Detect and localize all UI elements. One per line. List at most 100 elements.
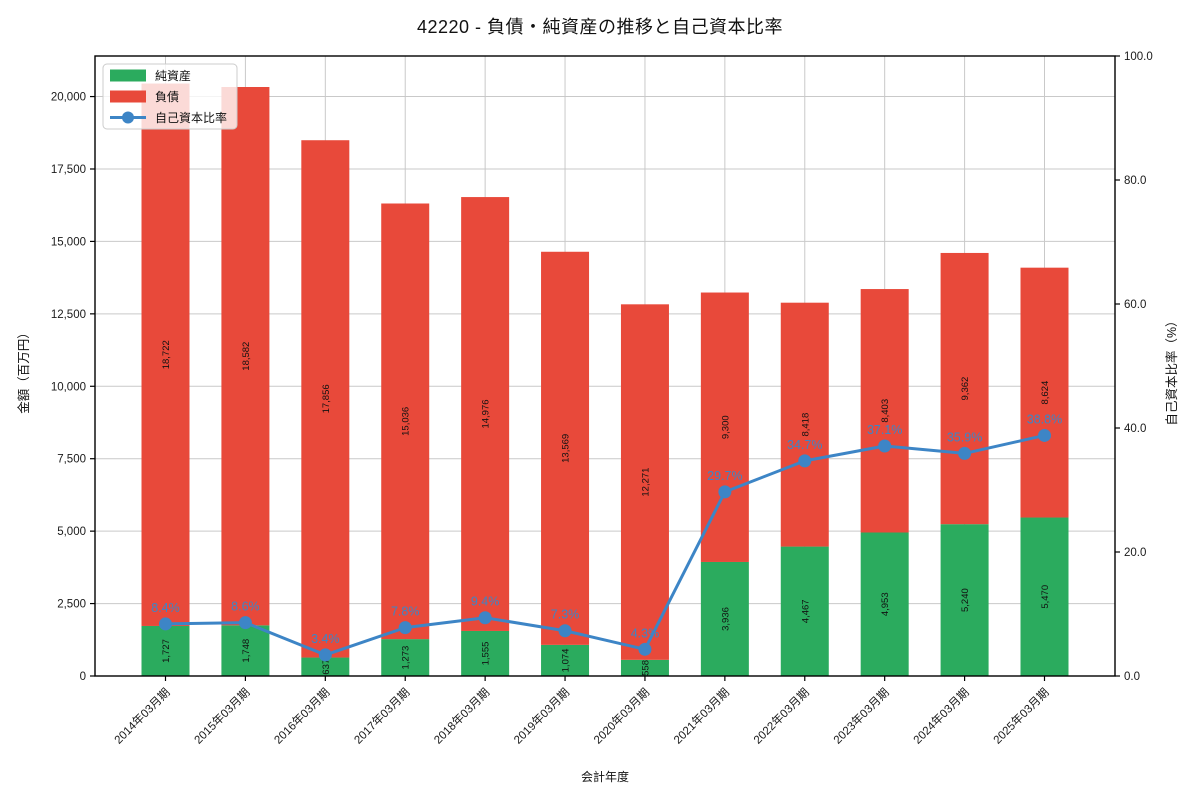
bar-value-label-net-assets: 1,555 [481, 642, 492, 666]
bar-segment-liabilities [221, 87, 270, 626]
bar-segment-liabilities [381, 203, 430, 640]
bar-segment-net-assets [221, 625, 270, 676]
x-axis-tick-label: 2018年03月期 [431, 685, 492, 746]
y-axis-tick-label: 12,500 [51, 309, 86, 321]
equity-ratio-point-label: 7.8% [391, 605, 420, 619]
bar-value-label-net-assets: 1,074 [561, 649, 572, 673]
x-axis-tick-label: 2022年03月期 [750, 685, 811, 746]
equity-ratio-point-label: 8.4% [151, 601, 180, 615]
y2-axis-tick-label: 80.0 [1124, 175, 1146, 187]
bar-value-label-liabilities: 12,271 [640, 468, 651, 497]
equity-ratio-point [159, 617, 172, 631]
bar-value-label-liabilities: 8,624 [1040, 381, 1051, 405]
bar-segment-liabilities [1020, 267, 1069, 518]
x-axis-tick-label: 2015年03月期 [191, 685, 252, 746]
bar-segment-net-assets [620, 659, 669, 676]
bar-value-label-liabilities: 18,582 [241, 342, 252, 371]
y-axis-tick-label: 7,500 [57, 454, 86, 466]
bar-value-label-liabilities: 9,362 [960, 377, 971, 401]
bar-segment-net-assets [700, 561, 749, 676]
equity-ratio-point-label: 35.9% [947, 430, 982, 444]
y-axis-tick-label: 0 [80, 671, 86, 683]
equity-ratio-point-label: 9.4% [471, 595, 500, 609]
equity-ratio-line [164, 433, 1046, 657]
chart-title: 42220 - 負債・純資産の推移と自己資本比率 [416, 17, 784, 37]
y2-axis-tick-label: 60.0 [1124, 299, 1146, 311]
bar-segment-net-assets [1020, 517, 1069, 676]
x-axis-tick-label: 2023年03月期 [830, 685, 891, 746]
y-axis-tick-label: 20,000 [51, 92, 86, 104]
legend-swatch-net-assets [110, 69, 146, 82]
x-axis-tick-label: 2014年03月期 [111, 685, 172, 746]
y-axis-title: 金額（百万円） [16, 326, 31, 414]
equity-ratio-point [238, 616, 252, 630]
y-axis-tick-label: 2,500 [57, 599, 86, 611]
equity-ratio-point [718, 485, 732, 499]
bar-segment-net-assets [301, 657, 350, 676]
bar-segment-liabilities [461, 197, 510, 631]
bar-value-label-net-assets: 558 [640, 660, 651, 676]
bar-value-label-liabilities: 14,976 [481, 399, 492, 428]
x-axis-tick-label: 2021年03月期 [671, 685, 732, 746]
x-axis-tick-label: 2019年03月期 [511, 685, 572, 746]
legend-swatch-liabilities [110, 90, 146, 103]
equity-ratio-point [318, 648, 332, 662]
bar-value-label-net-assets: 1,273 [401, 646, 412, 670]
bar-segment-net-assets [541, 644, 590, 676]
equity-ratio-point-label: 29.7% [707, 469, 742, 483]
bar-segment-liabilities [780, 302, 829, 547]
x-axis-tick-label: 2025年03月期 [990, 685, 1051, 746]
bar-segment-net-assets [381, 639, 430, 676]
bar-segment-net-assets [860, 532, 909, 676]
equity-ratio-point [878, 439, 892, 453]
equity-ratio-point-label: 4.3% [631, 626, 660, 640]
bar-value-label-liabilities: 18,722 [161, 340, 172, 369]
bar-value-label-liabilities: 17,856 [321, 384, 332, 413]
bar-segment-net-assets [461, 630, 510, 676]
x-axis-tick-label: 2017年03月期 [351, 685, 412, 746]
plot-border [94, 55, 1116, 677]
bar-value-label-net-assets: 5,240 [960, 588, 971, 612]
equity-ratio-point [398, 621, 412, 635]
equity-ratio-point [1038, 428, 1051, 442]
y-axis-tick-label: 5,000 [57, 526, 86, 538]
equity-ratio-point [558, 624, 572, 638]
y-axis-tick-label: 10,000 [51, 381, 86, 393]
bar-value-label-net-assets: 4,953 [880, 592, 891, 616]
equity-ratio-point-label: 3.4% [311, 632, 340, 646]
y2-axis-tick-label: 100.0 [1124, 51, 1153, 63]
bar-segment-liabilities [940, 252, 989, 525]
bar-segment-net-assets [940, 524, 989, 676]
y2-axis-title: 自己資本比率（%） [1164, 314, 1179, 425]
bar-value-label-net-assets: 637 [321, 659, 332, 675]
equity-ratio-point-label: 38.8% [1027, 412, 1062, 426]
bar-value-label-liabilities: 8,403 [880, 399, 891, 423]
x-axis-tick-label: 2024年03月期 [910, 685, 971, 746]
legend-item-label: 自己資本比率 [155, 110, 227, 125]
y2-axis-tick-label: 0.0 [1124, 671, 1140, 683]
y2-axis-tick-label: 40.0 [1124, 423, 1146, 435]
bar-segment-liabilities [301, 140, 350, 658]
bar-segment-liabilities [620, 304, 669, 660]
bar-value-label-net-assets: 3,936 [720, 607, 731, 631]
y2-axis-tick-label: 20.0 [1124, 547, 1146, 559]
bar-segment-liabilities [860, 289, 909, 533]
bar-value-label-net-assets: 4,467 [800, 599, 811, 623]
equity-ratio-point [638, 642, 652, 656]
equity-ratio-point-label: 34.7% [787, 438, 822, 452]
equity-ratio-point-label: 8.6% [231, 600, 260, 614]
legend-item-label: 負債 [155, 89, 179, 104]
bar-value-label-liabilities: 9,300 [720, 415, 731, 439]
bar-segment-liabilities [700, 292, 749, 562]
bar-value-label-net-assets: 1,727 [161, 639, 172, 663]
legend-marker-equity-ratio [122, 111, 134, 124]
equity-ratio-point [478, 611, 492, 625]
bar-value-label-liabilities: 13,569 [561, 434, 572, 463]
x-axis-tick-label: 2016年03月期 [271, 685, 332, 746]
legend-item-label: 純資産 [155, 68, 191, 83]
equity-ratio-point [798, 454, 812, 468]
bar-value-label-liabilities: 15,036 [401, 407, 412, 436]
equity-ratio-point-label: 37.1% [867, 423, 902, 437]
bar-segment-net-assets [780, 546, 829, 676]
